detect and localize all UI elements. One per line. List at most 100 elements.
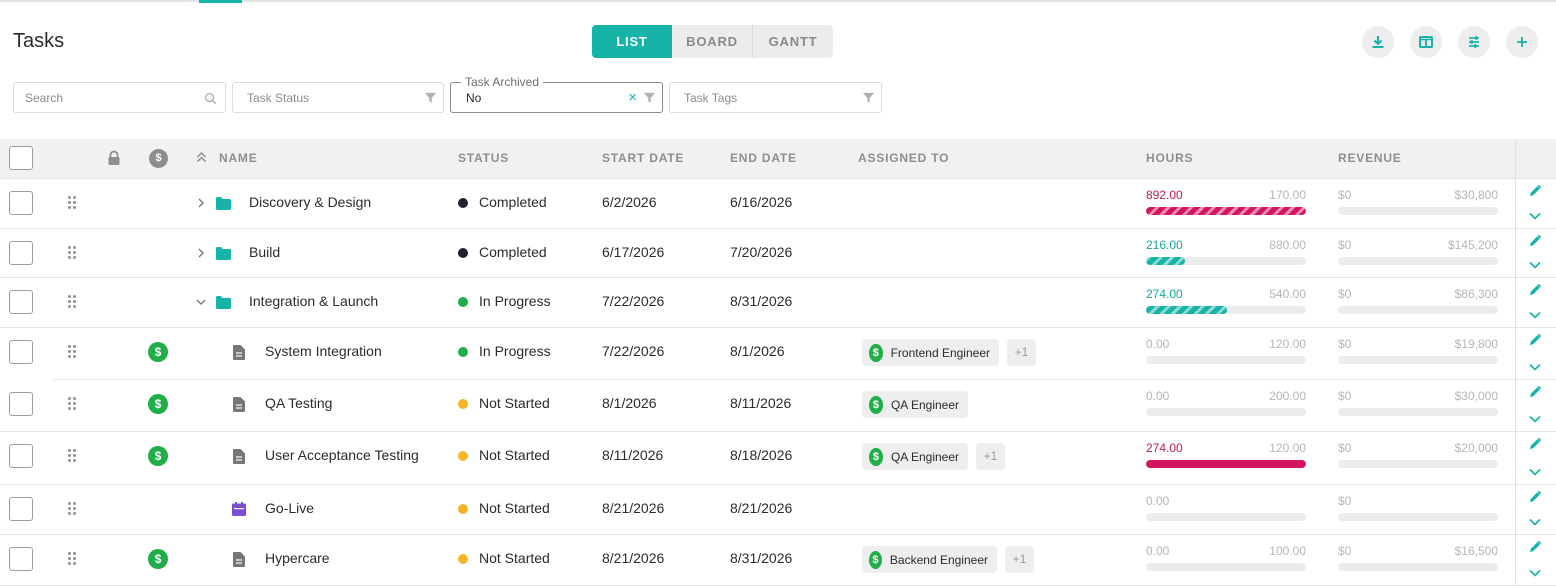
chevron-down-icon[interactable] xyxy=(1528,258,1542,272)
assignee-chip[interactable]: $ QA Engineer xyxy=(862,391,968,418)
table-row[interactable]: $ User Acceptance Testing Not Started 8/11/… xyxy=(0,432,1556,485)
row-checkbox[interactable] xyxy=(9,547,33,571)
status-column-header[interactable]: STATUS xyxy=(458,151,510,165)
assignee-chip[interactable]: $ QA Engineer xyxy=(862,443,968,470)
role-icon: $ xyxy=(869,447,883,466)
task-status-filter[interactable]: Task Status xyxy=(232,82,444,113)
row-checkbox[interactable] xyxy=(9,392,33,416)
chevron-down-icon[interactable] xyxy=(1528,515,1542,529)
chevron-right-icon[interactable] xyxy=(196,248,206,258)
chevron-down-icon[interactable] xyxy=(1528,566,1542,580)
view-board-button[interactable]: BOARD xyxy=(672,25,753,58)
table-row[interactable]: $ QA Testing Not Started 8/1/2026 8/11/2026 $… xyxy=(0,380,1556,432)
task-name[interactable]: Go-Live xyxy=(265,500,315,516)
revenue-actual: $0 xyxy=(1338,188,1352,202)
row-checkbox[interactable] xyxy=(9,444,33,468)
row-checkbox[interactable] xyxy=(9,290,33,314)
drag-handle-icon[interactable] xyxy=(68,295,78,309)
task-name[interactable]: Build xyxy=(249,244,281,260)
table-row[interactable]: Build Completed 6/17/2026 7/20/2026 216.00 88… xyxy=(0,229,1556,278)
drag-handle-icon[interactable] xyxy=(68,552,78,566)
row-checkbox[interactable] xyxy=(9,191,33,215)
drag-handle-icon[interactable] xyxy=(68,345,78,359)
settings-button[interactable] xyxy=(1458,26,1490,58)
pencil-icon[interactable] xyxy=(1528,283,1542,297)
more-assignees-badge[interactable]: +1 xyxy=(976,443,1005,470)
pencil-icon[interactable] xyxy=(1528,490,1542,504)
task-name[interactable]: QA Testing xyxy=(265,395,333,411)
start-date: 8/11/2026 xyxy=(602,447,664,463)
chevron-down-icon[interactable] xyxy=(196,297,206,307)
start-date-column-header[interactable]: START DATE xyxy=(602,151,685,165)
drag-handle-icon[interactable] xyxy=(68,196,78,210)
pencil-icon[interactable] xyxy=(1528,184,1542,198)
view-list-button[interactable]: LIST xyxy=(592,25,672,58)
assignee-name: QA Engineer xyxy=(890,397,959,412)
hours-progress-fill xyxy=(1146,306,1227,314)
status-dot-icon xyxy=(458,297,468,307)
assignee-chip[interactable]: $ Frontend Engineer xyxy=(862,339,999,366)
task-name[interactable]: System Integration xyxy=(265,343,382,359)
drag-handle-icon[interactable] xyxy=(68,246,78,260)
hours-budget: 880.00 xyxy=(1269,238,1306,252)
revenue-column-header[interactable]: REVENUE xyxy=(1338,151,1402,165)
table-row[interactable]: Integration & Launch In Progress 7/22/2026… xyxy=(0,278,1556,328)
chevron-down-icon[interactable] xyxy=(1528,209,1542,223)
clear-icon[interactable]: × xyxy=(628,89,637,106)
task-status: Not Started xyxy=(458,395,550,411)
more-assignees-badge[interactable]: +1 xyxy=(1007,339,1036,366)
add-task-button[interactable] xyxy=(1506,26,1538,58)
start-date: 8/21/2026 xyxy=(602,500,665,516)
task-archived-filter[interactable]: Task Archived No × xyxy=(450,75,663,113)
task-name[interactable]: User Acceptance Testing xyxy=(265,447,419,463)
drag-handle-icon[interactable] xyxy=(68,502,78,516)
name-column-header[interactable]: NAME xyxy=(219,151,258,165)
pencil-icon[interactable] xyxy=(1528,333,1542,347)
pencil-icon[interactable] xyxy=(1528,437,1542,451)
hours-actual: 0.00 xyxy=(1146,544,1170,558)
search-input[interactable]: Search xyxy=(13,82,226,113)
task-tags-filter[interactable]: Task Tags xyxy=(669,82,882,113)
assignee-chip[interactable]: $ Backend Engineer xyxy=(862,546,997,573)
revenue-progress-bar xyxy=(1338,207,1498,215)
row-checkbox[interactable] xyxy=(9,497,33,521)
columns-button[interactable] xyxy=(1410,26,1442,58)
hours-progress-bar xyxy=(1146,563,1306,571)
table-row[interactable]: $ Hypercare Not Started 8/21/2026 8/31/2026 $… xyxy=(0,535,1556,586)
revenue-progress-bar xyxy=(1338,408,1498,416)
pencil-icon[interactable] xyxy=(1528,540,1542,554)
table-row[interactable]: $ System Integration In Progress 7/22/2026 8… xyxy=(0,328,1556,380)
task-name[interactable]: Integration & Launch xyxy=(249,293,379,309)
view-gantt-button[interactable]: GANTT xyxy=(753,25,833,58)
download-button[interactable] xyxy=(1362,26,1394,58)
drag-handle-icon[interactable] xyxy=(68,397,78,411)
start-date: 7/22/2026 xyxy=(602,293,665,309)
assigned-to-column-header[interactable]: ASSIGNED TO xyxy=(858,151,950,165)
hours-progress-bar xyxy=(1146,356,1306,364)
status-label: In Progress xyxy=(479,293,551,309)
pencil-icon[interactable] xyxy=(1528,385,1542,399)
task-name[interactable]: Discovery & Design xyxy=(249,194,372,210)
chevron-down-icon[interactable] xyxy=(1528,308,1542,322)
more-assignees-badge[interactable]: +1 xyxy=(1005,546,1034,573)
task-name[interactable]: Hypercare xyxy=(265,550,330,566)
hours-column-header[interactable]: HOURS xyxy=(1146,151,1194,165)
status-label: Not Started xyxy=(479,500,550,516)
row-checkbox[interactable] xyxy=(9,241,33,265)
pencil-icon[interactable] xyxy=(1528,234,1542,248)
chevron-down-icon[interactable] xyxy=(1528,412,1542,426)
download-icon xyxy=(1372,36,1384,48)
collapse-all-icon[interactable] xyxy=(196,151,207,163)
end-date-column-header[interactable]: END DATE xyxy=(730,151,797,165)
chevron-down-icon[interactable] xyxy=(1528,465,1542,479)
select-all-checkbox[interactable] xyxy=(9,146,33,170)
table-row[interactable]: Discovery & Design Completed 6/2/2026 6/16/… xyxy=(0,179,1556,229)
row-checkbox[interactable] xyxy=(9,340,33,364)
role-icon: $ xyxy=(869,550,882,569)
table-row[interactable]: Go-Live Not Started 8/21/2026 8/21/2026 0.00… xyxy=(0,485,1556,535)
drag-handle-icon[interactable] xyxy=(68,449,78,463)
chevron-down-icon[interactable] xyxy=(1528,360,1542,374)
hours-progress-bar xyxy=(1146,306,1306,314)
revenue-actual: $0 xyxy=(1338,337,1352,351)
chevron-right-icon[interactable] xyxy=(196,198,206,208)
